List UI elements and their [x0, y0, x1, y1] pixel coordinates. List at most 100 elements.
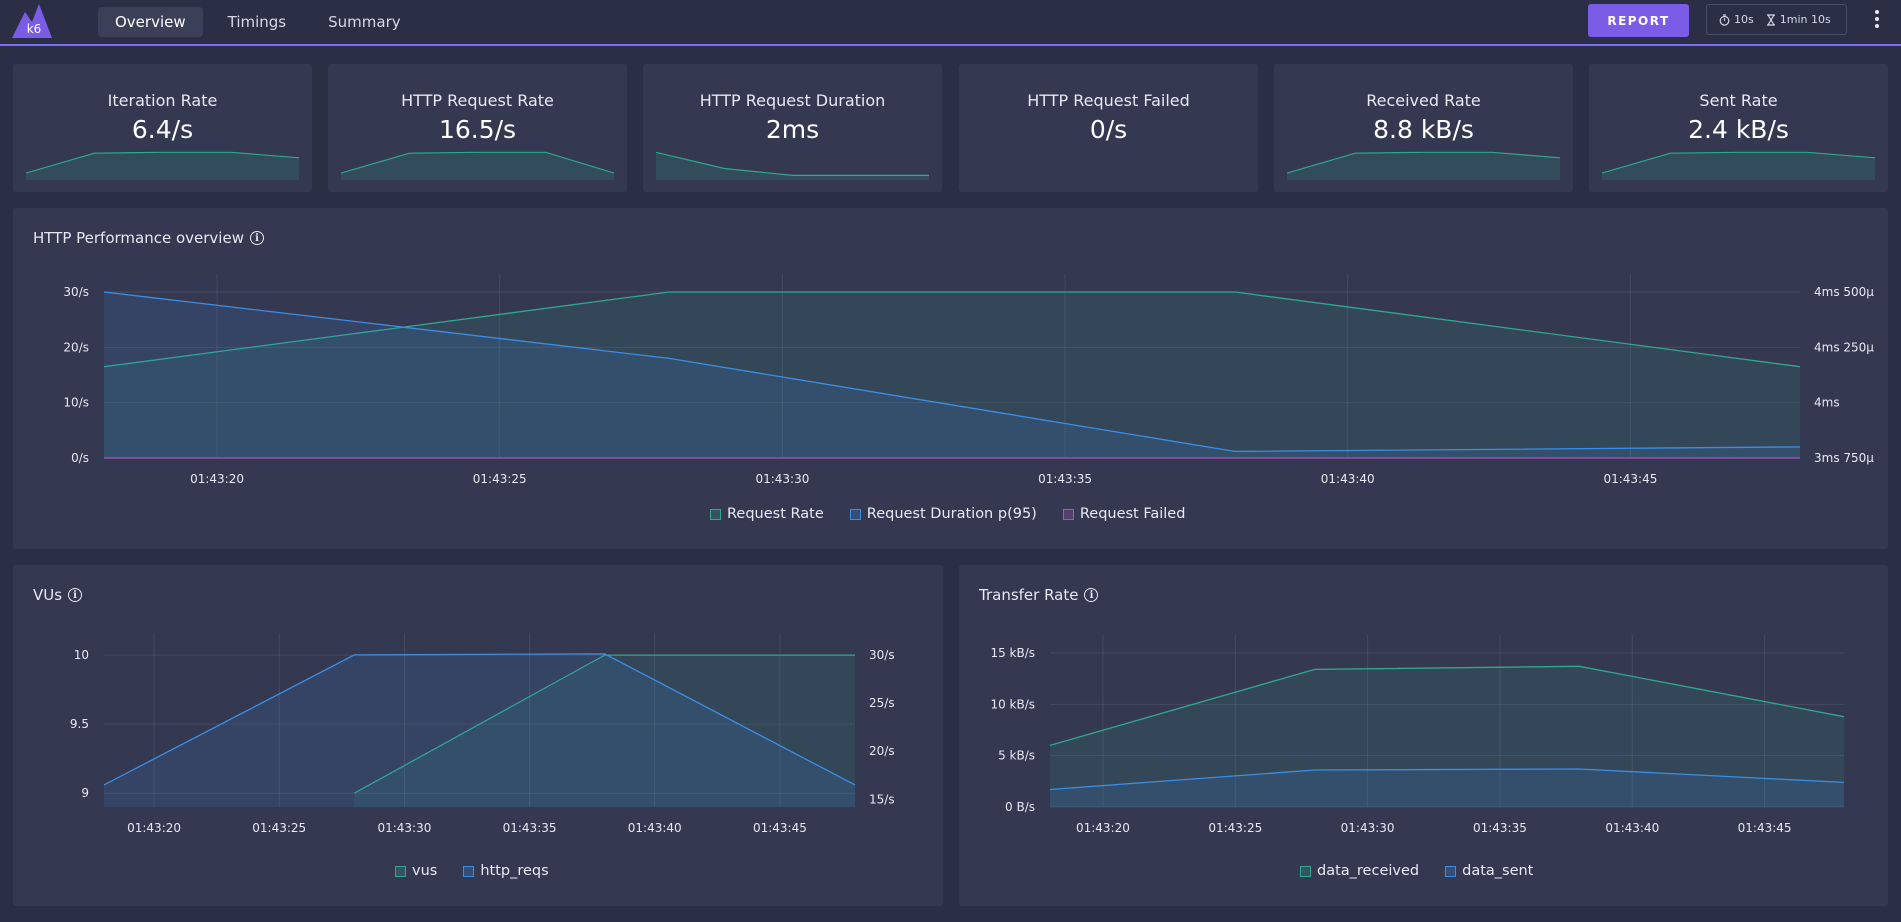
period-info: 10s: [1719, 13, 1754, 26]
y-tick-label: 10: [74, 648, 89, 662]
sparkline-line: [26, 151, 299, 174]
top-navigation-bar: k6 Overview Timings Summary REPORT 10s 1…: [0, 0, 1901, 46]
series-line-request-duration-p-95: [103, 291, 1801, 453]
y-tick-label: 10 kB/s: [990, 697, 1035, 711]
tab-summary[interactable]: Summary: [328, 13, 401, 31]
x-tick-label: 01:43:45: [1603, 472, 1657, 486]
sparkline-area: [1602, 152, 1875, 180]
tab-timings[interactable]: Timings: [227, 13, 287, 31]
tab-overview[interactable]: Overview: [98, 7, 203, 37]
info-icon[interactable]: i: [249, 231, 264, 245]
legend-swatch: [1062, 508, 1074, 520]
series-area-vus: [354, 655, 855, 807]
http-performance-chart: 0/s 10/s 20/s 30/s 3ms 750µ 4ms 4ms 250µ 4ms 50…: [63, 274, 1874, 486]
stat-card-received-rate: Received Rate 8.8 kB/s: [1274, 64, 1573, 192]
stat-value: 2ms: [765, 115, 820, 144]
stat-title: HTTP Request Rate: [401, 91, 554, 110]
y-tick-label: 9: [81, 786, 89, 800]
y2-tick-label: 4ms 250µ: [1814, 340, 1874, 354]
y-tick-label: 9.5: [70, 717, 89, 731]
x-tick-label: 01:43:35: [1473, 821, 1527, 835]
sparkline-area: [341, 152, 614, 180]
legend-data-sent[interactable]: data_sent: [1445, 863, 1533, 879]
info-icon[interactable]: i: [1084, 588, 1099, 602]
x-tick-label: 01:43:20: [190, 472, 244, 486]
legend-swatch: [1300, 865, 1311, 877]
y-tick-label: 5 kB/s: [998, 749, 1035, 763]
hourglass-icon: [1766, 13, 1775, 26]
legend-label: Request Failed: [1079, 506, 1186, 522]
stat-title: Iteration Rate: [107, 91, 218, 110]
stat-title: HTTP Request Duration: [699, 91, 886, 110]
x-tick-label: 01:43:30: [1341, 821, 1395, 835]
x-tick-label: 01:43:40: [1605, 821, 1659, 835]
duration-info: 1min 10s: [1766, 13, 1831, 26]
sparkline-line: [1287, 151, 1560, 174]
x-tick-label: 01:43:25: [473, 472, 527, 486]
legend-request-rate[interactable]: Request Rate: [710, 506, 824, 522]
logo-text: k6: [27, 22, 42, 36]
stat-sparkline: [26, 151, 299, 180]
legend-vus[interactable]: vus: [395, 863, 437, 879]
series-area-data-sent: [1050, 769, 1844, 807]
series-line-http-reqs: [103, 653, 856, 786]
info-icon[interactable]: i: [68, 588, 83, 602]
y2-tick-label: 25/s: [869, 696, 895, 710]
series-area-request-duration-p-95: [104, 292, 1800, 458]
series-line-data-sent: [1049, 768, 1845, 791]
chart-legend: vus http_reqs: [395, 863, 549, 879]
y-tick-label: 15 kB/s: [990, 646, 1035, 660]
y2-tick-label: 30/s: [869, 648, 895, 662]
time-info: 10s 1min 10s: [1706, 4, 1847, 35]
x-tick-label: 01:43:30: [377, 821, 431, 835]
legend-swatch: [849, 508, 861, 520]
legend-label: data_sent: [1462, 863, 1534, 879]
legend-swatch: [710, 508, 721, 520]
period-value: 10s: [1734, 13, 1754, 26]
y-tick-label: 30/s: [63, 285, 89, 299]
legend-request-duration[interactable]: Request Duration p(95): [849, 506, 1037, 522]
stat-sparkline: [972, 150, 1245, 180]
stat-sparkline: [341, 151, 614, 180]
x-tick-label: 01:43:35: [503, 821, 557, 835]
stat-value: 0/s: [1089, 115, 1128, 144]
chart-legend: Request Rate Request Duration p(95) Requ…: [710, 506, 1185, 522]
panel-title: Transfer Rate i: [979, 586, 1099, 604]
transfer-rate-chart: 0 B/s 5 kB/s 10 kB/s 15 kB/s 01:43:20 01:43:2…: [990, 635, 1845, 835]
legend-request-failed[interactable]: Request Failed: [1062, 506, 1186, 522]
panel-title-text: VUs: [33, 586, 63, 604]
legend-label: data_received: [1317, 863, 1420, 879]
chart-legend: data_received data_sent: [1300, 863, 1533, 879]
vus-chart: 9 9.5 10 15/s 20/s 25/s 30/s 01:43:20 01:43:25 01…: [70, 633, 895, 835]
transfer-rate-panel: Transfer Rate i 0 B/s 5 kB/s 10 kB/s 15 kB/…: [959, 565, 1888, 906]
y2-tick-label: 15/s: [869, 792, 895, 806]
series-line-data-received: [1049, 665, 1845, 747]
duration-value: 1min 10s: [1779, 13, 1831, 26]
y2-tick-label: 20/s: [869, 744, 895, 758]
kebab-menu-icon[interactable]: [1870, 8, 1884, 34]
legend-http-reqs[interactable]: http_reqs: [463, 863, 549, 879]
k6-logo[interactable]: k6: [12, 4, 52, 38]
http-performance-panel: HTTP Performance overview i 0/s 10/s 20/s 3…: [13, 208, 1888, 549]
x-tick-label: 01:43:25: [252, 821, 306, 835]
panel-title: VUs i: [33, 586, 83, 604]
stat-card-http-request-failed: HTTP Request Failed 0/s: [959, 64, 1258, 192]
sparkline-area: [1287, 152, 1560, 180]
legend-swatch: [1445, 865, 1457, 877]
panel-title-text: Transfer Rate: [979, 586, 1079, 604]
y-tick-label: 0/s: [71, 451, 89, 465]
x-tick-label: 01:43:40: [1321, 472, 1375, 486]
sparkline-area: [26, 152, 299, 180]
x-tick-label: 01:43:20: [1076, 821, 1130, 835]
stat-value: 2.4 kB/s: [1688, 115, 1789, 144]
stat-sparkline: [1602, 151, 1875, 180]
x-tick-label: 01:43:35: [1038, 472, 1092, 486]
legend-data-received[interactable]: data_received: [1300, 863, 1419, 879]
series-line-vus: [353, 654, 855, 794]
stopwatch-icon: [1719, 13, 1730, 26]
y-tick-label: 20/s: [63, 340, 89, 354]
report-button[interactable]: REPORT: [1588, 4, 1689, 37]
stat-sparkline: [656, 151, 929, 180]
vus-panel: VUs i 9 9.5 10 15/s 20/s 25/s 30/s 01:43:20 01:4…: [13, 565, 943, 906]
x-tick-label: 01:43:20: [127, 821, 181, 835]
